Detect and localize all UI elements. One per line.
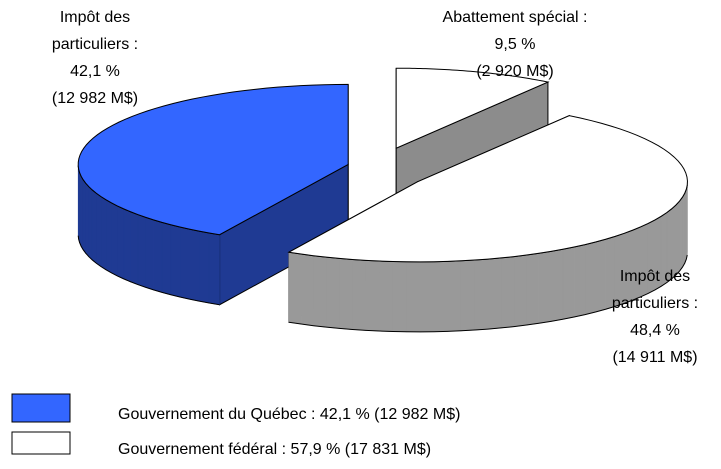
slice-side [170, 224, 181, 298]
slice-side [85, 182, 90, 258]
slice-side [433, 261, 448, 333]
slice-label: Abattement spécial : 9,5 % (2 920 M$) [430, 4, 600, 85]
slice-side [123, 208, 131, 283]
slice-amount-label: (2 920 M$) [476, 63, 554, 80]
slice-side [105, 199, 112, 274]
slice-side [406, 261, 421, 333]
legend-label: Gouvernement fédéral : 57,9 % (17 831 M$… [118, 441, 432, 458]
slice-side [550, 248, 564, 322]
slice-side [82, 178, 86, 255]
slice-top [395, 67, 550, 149]
slice-top [287, 115, 688, 263]
slice-side [419, 261, 435, 333]
slice-category: Impôt des particuliers : [51, 9, 139, 53]
slice-label: Impôt des particuliers : 48,4 % (14 911 … [585, 263, 721, 371]
slice-side [198, 230, 210, 304]
slice-side [352, 259, 367, 331]
slice-value-label: 48,4 % [630, 322, 680, 339]
slice-side [500, 256, 515, 329]
slice-side [300, 253, 314, 327]
slice-side [487, 257, 502, 330]
legend-swatch [11, 393, 71, 423]
slice-side [562, 246, 575, 320]
slice-side [313, 255, 327, 328]
legend-swatch [11, 431, 71, 455]
slice-side [179, 226, 190, 300]
slice-side [679, 196, 683, 272]
slice-side [161, 221, 172, 296]
slice-side [379, 260, 394, 332]
slice-side [365, 260, 380, 332]
slice-side [682, 191, 686, 269]
slice-side [145, 216, 154, 291]
slice-category: Impôt des particuliers : [611, 268, 699, 312]
slice-side [80, 175, 84, 251]
slice-amount-label: (12 982 M$) [51, 90, 139, 107]
slice-side [526, 252, 540, 326]
slice-side [130, 211, 139, 285]
slice-amount-label: (14 911 M$) [612, 349, 698, 366]
slice-side [111, 202, 118, 277]
slice-side [513, 254, 527, 327]
slice-value-label: 42,1 % [70, 63, 120, 80]
slice-side [447, 260, 462, 332]
slice-value-label: 9,5 % [494, 36, 536, 53]
slice-top [77, 83, 349, 236]
slice-category: Abattement spécial : [442, 9, 588, 26]
slice-side [326, 256, 340, 329]
slice-side [288, 251, 302, 325]
slice-side [100, 195, 107, 271]
slice-side [474, 258, 489, 331]
slice-side [392, 261, 407, 333]
slice-side [137, 214, 146, 288]
legend-label: Gouvernement du Québec : 42,1 % (12 982 … [118, 406, 461, 423]
slice-side [189, 228, 200, 302]
slice-side [117, 205, 125, 280]
slice-side [339, 258, 353, 330]
slice-side [88, 185, 93, 261]
slice-side [460, 259, 475, 332]
slice-side [573, 244, 586, 318]
slice-side [91, 189, 97, 264]
slice-side [153, 219, 163, 293]
slice-side [208, 232, 220, 306]
slice-label: Impôt des particuliers : 42,1 % (12 982 … [20, 4, 170, 112]
slice-side [538, 251, 552, 324]
slice-side [96, 192, 102, 268]
